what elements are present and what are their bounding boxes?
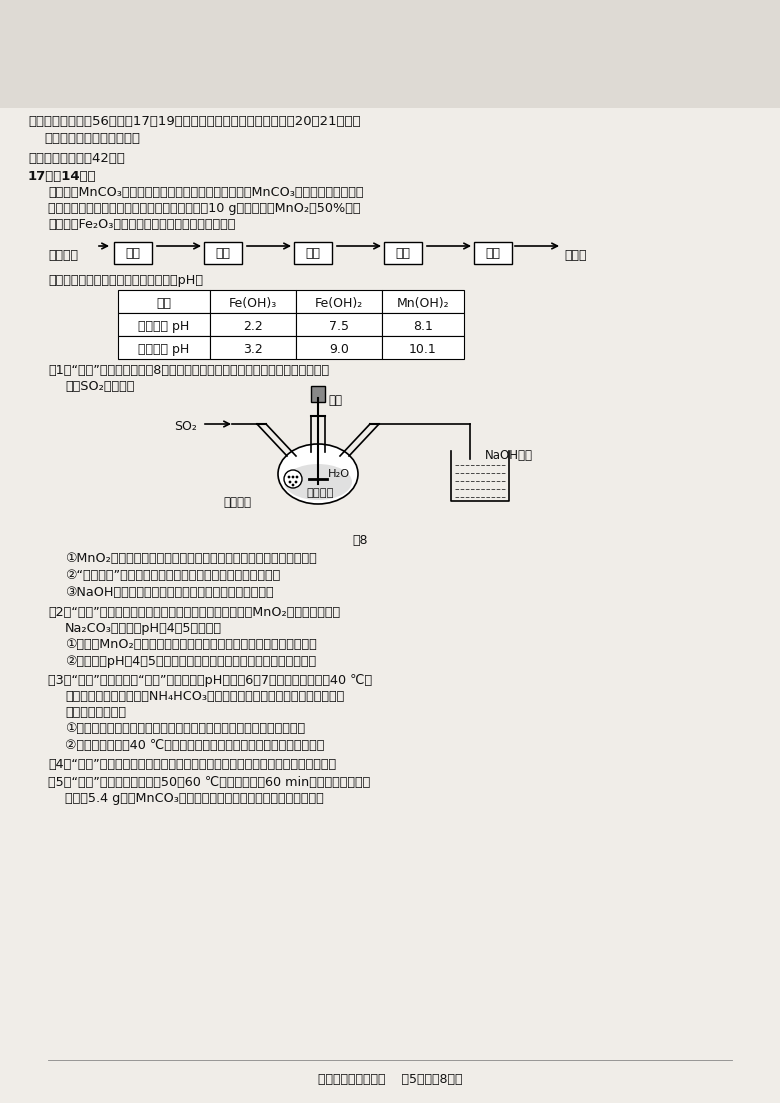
Text: 锰粉末5.4 g。则MnCO₃的产率是＿＿＿＿。（保留三位有效数字）: 锰粉末5.4 g。则MnCO₃的产率是＿＿＿＿。（保留三位有效数字） xyxy=(65,792,324,805)
Text: 图8: 图8 xyxy=(353,534,367,547)
Text: （一）必考题：共42分。: （一）必考题：共42分。 xyxy=(28,152,125,165)
Text: 考题，考生根据要求作答。: 考题，考生根据要求作答。 xyxy=(44,132,140,144)
Bar xyxy=(118,313,210,336)
Bar xyxy=(296,313,382,336)
Text: ②调节溶液pH为4～5的目的是＿＿＿＿＿＿＿＿＿＿＿＿＿＿＿＿。: ②调节溶液pH为4～5的目的是＿＿＿＿＿＿＿＿＿＿＿＿＿＿＿＿。 xyxy=(65,655,316,668)
Bar xyxy=(382,336,464,358)
Text: 2.2: 2.2 xyxy=(243,320,263,333)
Text: SO₂: SO₂ xyxy=(174,420,197,433)
Bar xyxy=(118,336,210,358)
Text: 9.0: 9.0 xyxy=(329,343,349,356)
Text: ①加入纯MnO₂粉末的目的是＿＿＿＿＿＿＿＿＿＿＿＿＿＿＿＿＿。: ①加入纯MnO₂粉末的目的是＿＿＿＿＿＿＿＿＿＿＿＿＿＿＿＿＿。 xyxy=(65,638,317,651)
Text: ①MnO₂转化的化学方程式为＿＿＿＿＿＿＿＿＿＿＿＿＿＿＿＿＿。: ①MnO₂转化的化学方程式为＿＿＿＿＿＿＿＿＿＿＿＿＿＿＿＿＿。 xyxy=(65,552,317,565)
Text: 洗涤: 洗涤 xyxy=(395,247,410,260)
Text: 质主要为Fe₂O₃）制备高纯碳酸锰。其主要流程为：: 质主要为Fe₂O₃）制备高纯碳酸锰。其主要流程为： xyxy=(48,218,236,231)
Text: H₂O: H₂O xyxy=(328,469,350,479)
Circle shape xyxy=(295,481,297,483)
Text: Mn(OH)₂: Mn(OH)₂ xyxy=(397,297,449,310)
Circle shape xyxy=(292,483,294,486)
Circle shape xyxy=(289,481,292,483)
Text: 量的SO₂，搅拌。: 量的SO₂，搅拌。 xyxy=(65,381,134,393)
Text: Fe(OH)₂: Fe(OH)₂ xyxy=(315,297,363,310)
Text: ③NaOH溶液的作用是＿＿＿＿＿＿＿＿＿＿＿＿＿＿。: ③NaOH溶液的作用是＿＿＿＿＿＿＿＿＿＿＿＿＿＿。 xyxy=(65,586,274,599)
Bar xyxy=(384,242,422,264)
Text: 软锰矿粉: 软锰矿粉 xyxy=(306,488,334,497)
Text: 二、非选择题：共56分。第17～19题为必考题，考生都必须作答。第20～21题为选: 二、非选择题：共56分。第17～19题为必考题，考生都必须作答。第20～21题为… xyxy=(28,115,360,128)
Bar xyxy=(382,290,464,313)
Text: 3.2: 3.2 xyxy=(243,343,263,356)
Circle shape xyxy=(292,475,294,479)
Text: （1）“溶浸”时（装置图如图8所示，夹持装置省略），缓慢向三口烧瓶中通入过: （1）“溶浸”时（装置图如图8所示，夹持装置省略），缓慢向三口烧瓶中通入过 xyxy=(48,364,329,377)
Text: （2）“除杂”过程的操作是先在溶浸后的三口烧瓶中加入纯MnO₂粉末，再用饱和: （2）“除杂”过程的操作是先在溶浸后的三口烧瓶中加入纯MnO₂粉末，再用饱和 xyxy=(48,606,340,619)
Ellipse shape xyxy=(278,445,358,504)
Bar xyxy=(210,290,296,313)
Circle shape xyxy=(288,475,290,479)
Text: 除杂: 除杂 xyxy=(215,247,231,260)
Text: 17．（14分）: 17．（14分） xyxy=(28,170,97,183)
Text: 碳酸锰: 碳酸锰 xyxy=(564,249,587,263)
Bar xyxy=(118,290,210,313)
Bar xyxy=(0,0,780,108)
Text: 开始沉淀 pH: 开始沉淀 pH xyxy=(138,320,190,333)
Text: 多孔球泡: 多孔球泡 xyxy=(223,496,251,508)
Text: （5）“干燥”时，需将样品置于50～60 ℃烘箱中烘烤约60 min，得到干燥的碳酸: （5）“干燥”时，需将样品置于50～60 ℃烘箱中烘烤约60 min，得到干燥的… xyxy=(48,777,370,789)
Text: Fe(OH)₃: Fe(OH)₃ xyxy=(229,297,277,310)
Bar xyxy=(210,313,296,336)
Bar xyxy=(114,242,152,264)
Text: 溶浸: 溶浸 xyxy=(126,247,140,260)
Text: Na₂CO₃溶液调节pH为4～5，过滤。: Na₂CO₃溶液调节pH为4～5，过滤。 xyxy=(65,622,222,635)
Text: 软锰矿粉: 软锰矿粉 xyxy=(48,249,78,263)
Text: 8.1: 8.1 xyxy=(413,320,433,333)
Text: 然后一边搅拌，一边加入NH₄HCO₃粉末，有无色无味的气体放出，同时有浅: 然后一边搅拌，一边加入NH₄HCO₃粉末，有无色无味的气体放出，同时有浅 xyxy=(65,690,344,703)
Text: 已知下列物质开始沉淀和完全沉淀时的pH：: 已知下列物质开始沉淀和完全沉淀时的pH： xyxy=(48,274,203,287)
Text: 干燥: 干燥 xyxy=(485,247,501,260)
Bar xyxy=(204,242,242,264)
Bar xyxy=(382,313,464,336)
Text: 粉色的沉淀生成。: 粉色的沉淀生成。 xyxy=(65,706,126,719)
Text: （3）“沉锰”时，需先将“除杂”后的滤液的pH调整为6～7，保持温度不超过40 ℃，: （3）“沉锰”时，需先将“除杂”后的滤液的pH调整为6～7，保持温度不超过40 … xyxy=(48,674,372,687)
Text: （4）“洗涤”时，用少量乙醇洗涤比用水洗涤更好的原因是＿＿＿＿＿＿＿＿＿＿。: （4）“洗涤”时，用少量乙醇洗涤比用水洗涤更好的原因是＿＿＿＿＿＿＿＿＿＿。 xyxy=(48,758,336,771)
Bar xyxy=(296,290,382,313)
Text: 湿时易被空气氧化。某化学小组在实验室模拟用10 g软锰矿粉（MnO₂占50%，杂: 湿时易被空气氧化。某化学小组在实验室模拟用10 g软锰矿粉（MnO₂占50%，杂 xyxy=(48,202,360,215)
Text: 物质: 物质 xyxy=(157,297,172,310)
Text: 10.1: 10.1 xyxy=(410,343,437,356)
Text: 7.5: 7.5 xyxy=(329,320,349,333)
Circle shape xyxy=(296,475,299,479)
Text: 搅拌: 搅拌 xyxy=(328,394,342,407)
Text: 沉锰: 沉锰 xyxy=(306,247,321,260)
Text: ②“多孔球泡”的作用是＿＿＿＿＿＿＿＿＿＿＿＿＿＿＿＿。: ②“多孔球泡”的作用是＿＿＿＿＿＿＿＿＿＿＿＿＿＿＿＿。 xyxy=(65,569,280,582)
Bar xyxy=(296,336,382,358)
Text: 完全沉淀 pH: 完全沉淀 pH xyxy=(138,343,190,356)
Ellipse shape xyxy=(284,464,352,500)
Bar xyxy=(474,242,512,264)
Text: ①该反应的离子方程式为＿＿＿＿＿＿＿＿＿＿＿＿＿＿＿＿＿＿＿。: ①该反应的离子方程式为＿＿＿＿＿＿＿＿＿＿＿＿＿＿＿＿＿＿＿。 xyxy=(65,722,305,735)
Text: NaOH溶液: NaOH溶液 xyxy=(485,449,533,462)
Text: 碳酸锰（MnCO₃）是制造电信器材软磁铁氧体的原料。MnCO₃难溶于水和乙醇，潮: 碳酸锰（MnCO₃）是制造电信器材软磁铁氧体的原料。MnCO₃难溶于水和乙醇，潮 xyxy=(48,186,363,199)
Text: ②保持温度不超过40 ℃的原因是＿＿＿＿＿＿＿＿＿＿＿＿＿＿＿＿。: ②保持温度不超过40 ℃的原因是＿＿＿＿＿＿＿＿＿＿＿＿＿＿＿＿。 xyxy=(65,739,324,752)
Circle shape xyxy=(284,470,302,488)
Bar xyxy=(294,242,332,264)
Bar xyxy=(210,336,296,358)
Text: 化学模拟测试（一）    第5页（共8页）: 化学模拟测试（一） 第5页（共8页） xyxy=(317,1073,463,1086)
Bar xyxy=(311,386,325,401)
